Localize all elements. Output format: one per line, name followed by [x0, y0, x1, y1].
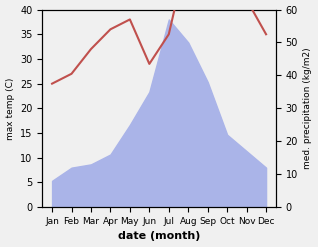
Y-axis label: med. precipitation (kg/m2): med. precipitation (kg/m2) [303, 48, 313, 169]
X-axis label: date (month): date (month) [118, 231, 200, 242]
Y-axis label: max temp (C): max temp (C) [5, 77, 15, 140]
